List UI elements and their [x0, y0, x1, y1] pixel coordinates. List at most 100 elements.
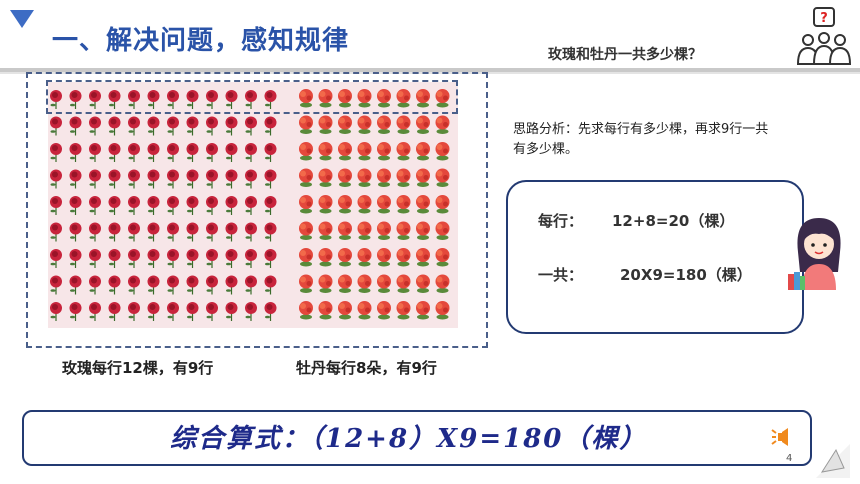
- peony-flower: [396, 168, 411, 187]
- peony-flower: [338, 168, 352, 187]
- peony-flower: [338, 89, 352, 108]
- rose-flower: [167, 143, 179, 162]
- rose-flower: [186, 275, 199, 295]
- peony-flower: [435, 142, 450, 161]
- peony-flower: [396, 301, 411, 320]
- peony-flower: [377, 89, 391, 108]
- peony-flower: [435, 115, 450, 134]
- peony-flower: [318, 142, 333, 161]
- rose-flower: [50, 275, 62, 295]
- rose-flower: [225, 249, 238, 268]
- rose-flower: [245, 143, 257, 162]
- row-label: 每行：: [538, 212, 584, 230]
- peony-flower: [299, 89, 313, 108]
- peony-flower: [318, 115, 333, 134]
- peony-flower: [299, 221, 313, 240]
- peony-flower: [299, 301, 313, 320]
- rose-flower: [69, 90, 82, 109]
- rose-flower: [69, 116, 82, 136]
- peony-flower: [435, 89, 450, 108]
- peony-flower: [416, 301, 430, 320]
- rose-flower: [245, 249, 257, 268]
- rose-flower: [147, 275, 160, 295]
- peony-flower: [377, 168, 391, 187]
- rose-flower: [167, 196, 179, 215]
- total-expression: 20X9=180（棵）: [620, 266, 752, 284]
- peony-flower: [357, 89, 372, 108]
- rose-flower: [89, 249, 101, 268]
- rose-flower: [108, 169, 121, 189]
- rose-flower: [89, 169, 101, 189]
- rose-flower: [225, 222, 238, 242]
- rose-flower: [186, 116, 199, 136]
- page-title: 一、解决问题，感知规律: [52, 26, 350, 56]
- peony-flower: [435, 274, 450, 293]
- rose-flower: [245, 275, 257, 295]
- peony-flower: [357, 115, 372, 134]
- analysis-text: 思路分析：先求每行有多少棵，再求9行一共有多少棵。: [513, 122, 769, 157]
- header-bar: 一、解决问题，感知规律 玫瑰和牡丹一共多少棵？ ?: [0, 0, 860, 70]
- peony-flower: [377, 301, 391, 320]
- rose-flower: [147, 90, 160, 109]
- rose-flower: [245, 116, 257, 136]
- peony-flower: [338, 142, 352, 161]
- peony-flower: [357, 221, 372, 240]
- rose-flower: [206, 90, 218, 109]
- rose-flower: [225, 143, 238, 162]
- rose-flower: [50, 222, 62, 242]
- rose-flower: [108, 116, 121, 136]
- peony-flower: [338, 115, 352, 134]
- rose-flower: [128, 90, 140, 109]
- rose-caption: 玫瑰每行12棵，有9行: [62, 359, 214, 377]
- peony-flower: [416, 274, 430, 293]
- rose-flower: [264, 116, 277, 136]
- rose-flower: [50, 143, 62, 162]
- rose-flower: [206, 116, 218, 136]
- flower-grid: [50, 89, 450, 321]
- triangle-marker-icon: [10, 10, 34, 28]
- rose-flower: [186, 90, 199, 109]
- rose-flower: [225, 302, 238, 321]
- question-text: 玫瑰和牡丹一共多少棵？: [548, 47, 702, 63]
- rose-flower: [264, 275, 277, 295]
- rose-flower: [89, 116, 101, 136]
- rose-flower: [147, 116, 160, 136]
- rose-flower: [108, 249, 121, 268]
- rose-flower: [167, 90, 179, 109]
- rose-flower: [128, 196, 140, 215]
- rose-flower: [89, 302, 101, 321]
- rose-flower: [128, 249, 140, 268]
- peony-flower: [318, 248, 333, 267]
- rose-flower: [147, 169, 160, 189]
- rose-flower: [147, 249, 160, 268]
- rose-flower: [206, 275, 218, 295]
- rose-flower: [147, 302, 160, 321]
- rose-flower: [186, 302, 199, 321]
- peony-flower: [318, 168, 333, 187]
- peony-flower: [416, 89, 430, 108]
- rose-flower: [128, 143, 140, 162]
- peony-flower: [357, 195, 372, 214]
- peony-flower: [338, 221, 352, 240]
- rose-flower: [186, 143, 199, 162]
- peony-flower: [318, 195, 333, 214]
- rose-flower: [206, 249, 218, 268]
- rose-flower: [69, 302, 82, 321]
- rose-flower: [225, 116, 238, 136]
- peony-flower: [396, 89, 411, 108]
- question-people-icon: ?: [796, 7, 852, 65]
- peony-flower: [416, 115, 430, 134]
- rose-flower: [225, 169, 238, 189]
- rose-flower: [167, 169, 179, 189]
- rose-flower: [206, 302, 218, 321]
- rose-flower: [50, 249, 62, 268]
- peony-flower: [357, 248, 372, 267]
- rose-flower: [69, 222, 82, 242]
- peony-flower: [377, 221, 391, 240]
- rose-flower: [167, 116, 179, 136]
- speaker-icon[interactable]: [770, 422, 800, 452]
- rose-flower: [206, 143, 218, 162]
- rose-flower: [89, 275, 101, 295]
- peony-flower: [299, 248, 313, 267]
- rose-flower: [69, 275, 82, 295]
